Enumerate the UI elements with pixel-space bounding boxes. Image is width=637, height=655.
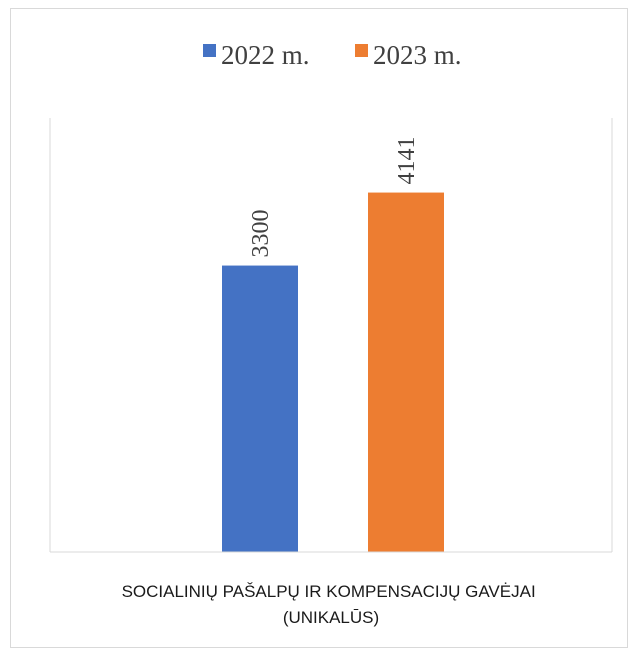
legend-swatch-1 <box>203 44 216 57</box>
chart-frame <box>10 8 628 648</box>
bars <box>222 192 444 552</box>
category-label-line-1: SOCIALINIŲ PAŠALPŲ IR KOMPENSACIJŲ GAVĖJ… <box>122 582 536 601</box>
legend: 2022 m. 2023 m. <box>203 40 462 70</box>
category-label-line-2: (UNIKALŪS) <box>283 608 379 627</box>
bar-2023-m <box>368 192 444 552</box>
legend-label-2: 2023 m. <box>373 40 462 70</box>
data-label-1: 3300 <box>248 210 274 258</box>
legend-swatch-2 <box>355 44 368 57</box>
legend-label-1: 2022 m. <box>221 40 310 70</box>
value-labels: 3300 4141 <box>248 137 420 258</box>
bar-2022-m <box>222 265 298 552</box>
category-label: SOCIALINIŲ PAŠALPŲ IR KOMPENSACIJŲ GAVĖJ… <box>122 582 541 627</box>
plot-area: 3300 4141 <box>49 118 613 553</box>
data-label-2: 4141 <box>394 137 420 185</box>
